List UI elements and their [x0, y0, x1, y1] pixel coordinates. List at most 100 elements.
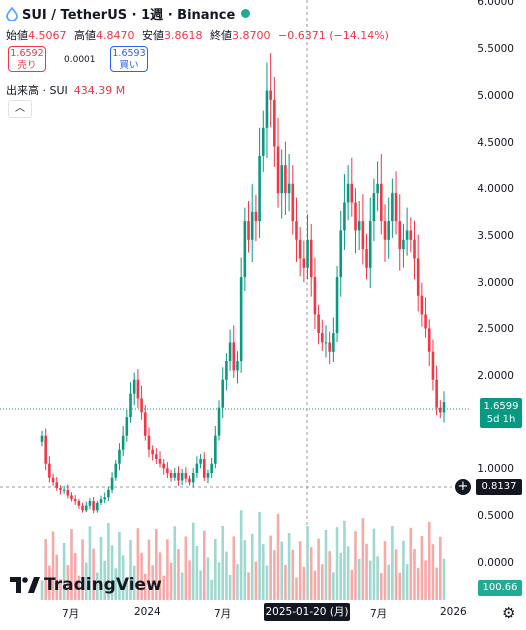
volume-bar: [273, 550, 276, 600]
candle-body: [321, 333, 324, 343]
candle-body: [59, 487, 62, 490]
candle-body: [173, 473, 177, 478]
candle-body: [287, 183, 291, 194]
volume-bar: [221, 526, 225, 600]
candle-body: [313, 277, 317, 315]
volume-bar: [110, 545, 114, 600]
candle-body: [276, 146, 280, 194]
candle-body: [48, 463, 51, 478]
candle-body: [70, 495, 73, 500]
chevron-up-icon: ︿: [15, 103, 25, 114]
volume-bar: [302, 566, 306, 600]
candle-body: [302, 258, 306, 268]
candle-body: [202, 459, 206, 478]
candle-body: [258, 155, 261, 222]
gear-icon[interactable]: ⚙: [502, 604, 516, 622]
volume-bars: [40, 510, 446, 600]
volume-bar: [287, 533, 291, 600]
volume-bar: [335, 527, 339, 600]
buy-label: 買い: [119, 60, 139, 71]
candle-body: [140, 398, 143, 413]
candle-body: [332, 333, 335, 352]
volume-bar: [199, 570, 202, 600]
volume-bar: [354, 531, 357, 600]
candle-body: [273, 99, 276, 147]
sell-button[interactable]: 1.6592 売り: [8, 46, 46, 72]
volume-bar: [431, 544, 435, 600]
volume-bar: [114, 568, 118, 600]
candle-body: [51, 477, 55, 483]
candle-body: [143, 412, 147, 436]
brand-name: TradingView: [44, 575, 162, 595]
candle-body: [265, 90, 269, 128]
volume-bar: [232, 536, 236, 600]
candle-body: [228, 342, 232, 362]
volume-bar: [66, 565, 70, 600]
volume-bar: [77, 575, 81, 600]
sell-price: 1.6592: [10, 48, 44, 59]
volume-bar: [291, 549, 295, 600]
volume-bar: [368, 560, 372, 600]
candle-body: [180, 473, 184, 481]
volume-bar: [372, 528, 376, 600]
volume-bar: [84, 562, 88, 600]
candle-body: [92, 501, 95, 511]
volume-bar: [158, 552, 162, 600]
volume-bar: [361, 518, 365, 600]
change-value: −0.6371 (−14.14%): [278, 29, 389, 42]
price-axis-label: 0.5000: [477, 510, 514, 522]
candle-body: [184, 473, 188, 479]
volume-bar: [284, 565, 287, 600]
candle-body: [339, 230, 343, 278]
volume-last-tag: 100.66 M: [478, 580, 522, 609]
collapse-legend-button[interactable]: ︿: [8, 100, 32, 118]
volume-bar: [405, 564, 409, 600]
candle-body: [199, 459, 202, 464]
candle-body: [250, 211, 254, 240]
last-price-tag: 1.6599 5d 1h: [480, 398, 522, 428]
volume-bar: [420, 536, 424, 600]
volume-bar: [243, 540, 247, 600]
volume-bar: [383, 541, 387, 600]
volume-bar: [103, 560, 106, 600]
volume-bar: [140, 552, 143, 600]
sell-label: 売り: [17, 60, 37, 71]
buy-button[interactable]: 1.6593 買い: [110, 46, 148, 72]
candle-body: [357, 221, 361, 231]
candle-body: [151, 449, 154, 455]
symbol-header[interactable]: SUI / TetherUS · 1週 · Binance: [6, 4, 251, 23]
tradingview-logo[interactable]: TradingView: [10, 575, 162, 595]
low-value: 3.8618: [164, 29, 203, 42]
volume-label: 出来高 · SUI: [6, 84, 68, 97]
volume-bar: [184, 536, 188, 600]
last-price-value: 1.6599: [483, 401, 519, 412]
add-alert-plus-icon[interactable]: +: [455, 479, 471, 495]
candle-body: [269, 90, 272, 100]
volume-bar: [435, 567, 438, 600]
volume-bar: [59, 578, 62, 600]
candle-body: [96, 502, 99, 511]
candle-body: [387, 221, 390, 240]
candle-body: [217, 407, 221, 436]
candle-body: [236, 361, 239, 371]
candle-body: [136, 379, 140, 399]
candle-body: [398, 221, 402, 250]
candle-body: [158, 459, 162, 464]
volume-bar: [394, 549, 398, 600]
candle-body: [435, 379, 438, 408]
candle-body: [368, 221, 372, 268]
volume-bar: [321, 564, 324, 600]
candle-body: [166, 468, 169, 474]
price-axis-label: 5.5000: [477, 43, 514, 55]
candle-body: [372, 193, 376, 222]
volume-bar: [365, 543, 368, 600]
volume-bar: [254, 561, 258, 600]
volume-bar: [99, 536, 103, 600]
volume-bar: [416, 568, 420, 600]
volume-bar: [214, 539, 217, 600]
candle-body: [195, 463, 199, 474]
volume-bar: [188, 560, 191, 600]
volume-bar: [151, 565, 154, 600]
time-axis-label: 2026: [440, 606, 467, 618]
